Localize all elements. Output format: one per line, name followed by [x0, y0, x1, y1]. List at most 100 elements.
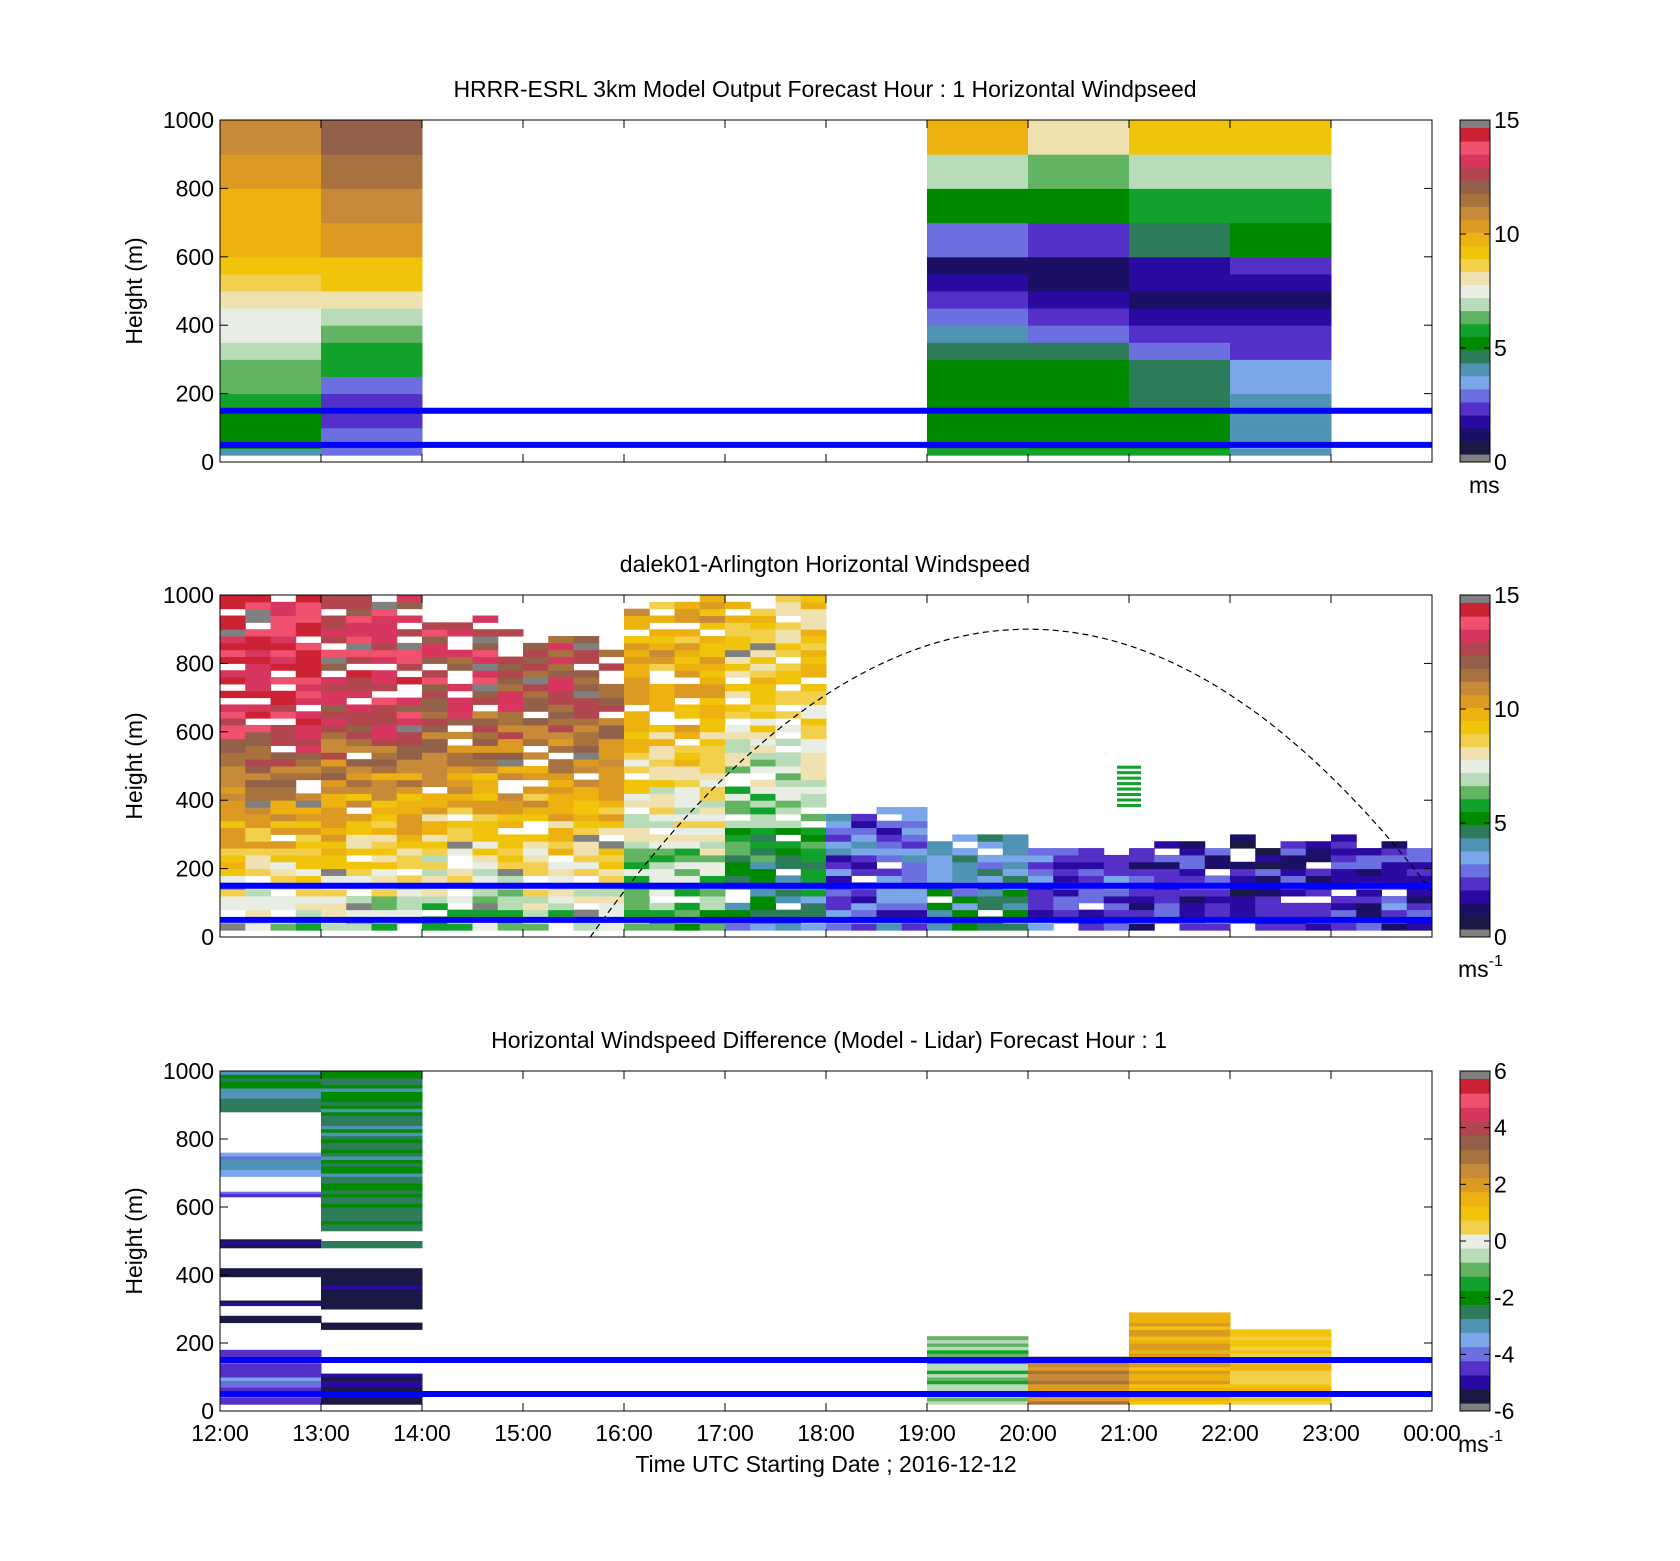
heatmap-cell [1331, 895, 1357, 904]
heatmap-cell [725, 690, 751, 699]
heatmap-cell [371, 923, 398, 931]
heatmap-cell [295, 601, 322, 610]
heatmap-cell [876, 875, 903, 883]
heatmap-cell [321, 1105, 423, 1109]
heatmap-cell [1129, 1387, 1231, 1392]
heatmap-cell [1053, 854, 1079, 863]
heatmap-cell [725, 875, 751, 883]
heatmap-cell [396, 779, 423, 788]
heatmap-cell [497, 923, 524, 931]
heatmap-cell [220, 1397, 322, 1402]
heatmap-cell [1129, 1373, 1231, 1378]
heatmap-cell [497, 841, 524, 849]
heatmap-cell [649, 813, 675, 822]
heatmap-cell [371, 745, 398, 753]
heatmap-cell [321, 1244, 423, 1249]
heatmap-cell [220, 704, 246, 712]
heatmap-cell [321, 889, 347, 897]
heatmap-cell [422, 848, 448, 856]
heatmap-cell [295, 690, 322, 699]
heatmap-cell [674, 800, 701, 808]
heatmap-cell [1255, 909, 1281, 917]
heatmap-cell [371, 793, 398, 801]
heatmap-cell [295, 718, 322, 726]
heatmap-cell [321, 308, 423, 326]
heatmap-cell [422, 766, 448, 774]
heatmap-cell [321, 1326, 423, 1330]
heatmap-cell [624, 834, 650, 842]
heatmap-cell [826, 902, 852, 911]
heatmap-cell [1028, 895, 1054, 904]
heatmap-cell [321, 615, 347, 623]
heatmap-cell [220, 1108, 322, 1113]
heatmap-cell [295, 670, 322, 678]
heatmap-cell [851, 902, 877, 911]
heatmap-cell [750, 807, 776, 815]
heatmap-cell [422, 759, 448, 767]
heatmap-cell [472, 902, 499, 911]
heatmap-cell [977, 923, 1004, 931]
heatmap-cell [800, 656, 827, 664]
heatmap-cell [422, 895, 448, 904]
heatmap-cell [1028, 1387, 1130, 1392]
heatmap-cell [371, 642, 398, 651]
heatmap-cell [699, 902, 726, 911]
heatmap-cell [1230, 154, 1332, 189]
heatmap-cell [674, 841, 701, 849]
heatmap-cell [371, 615, 398, 623]
heatmap-cell [220, 738, 246, 746]
colorbar-swatch [1460, 258, 1490, 273]
heatmap-cell [396, 848, 423, 856]
heatmap-cell [321, 1193, 423, 1198]
heatmap-cell [497, 813, 524, 822]
heatmap-cell [548, 649, 574, 658]
colorbar-tick-label: 5 [1494, 810, 1507, 836]
heatmap-cell [851, 827, 877, 835]
heatmap-cell [371, 786, 398, 794]
heatmap-cell [321, 820, 347, 829]
heatmap-cell [371, 731, 398, 740]
heatmap-cell [548, 683, 574, 692]
heatmap-cell [800, 779, 827, 788]
heatmap-cell [270, 827, 297, 835]
heatmap-cell [220, 1156, 322, 1160]
heatmap-cell [321, 1162, 423, 1167]
heatmap-cell [497, 820, 524, 829]
heatmap-cell [220, 622, 246, 630]
heatmap-cell [927, 875, 953, 883]
heatmap-cell [1002, 848, 1029, 856]
colorbar-swatch [1460, 1219, 1490, 1235]
heatmap-cell [901, 861, 928, 870]
y-tick-label: 1000 [163, 582, 214, 608]
heatmap-cell [497, 752, 524, 760]
panel-diff-ylabel: Height (m) [121, 1187, 147, 1294]
heatmap-cell [447, 772, 473, 781]
heatmap-cell [346, 895, 372, 904]
heatmap-cell [598, 861, 625, 870]
heatmap-cell [321, 1278, 423, 1283]
heatmap-cell [1204, 861, 1231, 870]
heatmap-cell [447, 807, 473, 815]
heatmap-cell [523, 889, 549, 897]
heatmap-cell [649, 779, 675, 788]
heatmap-cell [295, 711, 322, 719]
heatmap-cell [674, 766, 701, 774]
heatmap-cell [1129, 393, 1231, 412]
heatmap-cell [649, 820, 675, 829]
heatmap-cell [447, 779, 473, 788]
heatmap-cell [598, 766, 625, 774]
heatmap-cell [346, 779, 372, 788]
heatmap-cell [851, 848, 877, 856]
heatmap-cell [750, 683, 776, 692]
heatmap-cell [699, 697, 726, 705]
heatmap-cell [346, 793, 372, 801]
heatmap-cell [725, 704, 751, 712]
panel-model-heatmap [220, 120, 1332, 456]
heatmap-cell [1053, 861, 1079, 870]
heatmap-cell [573, 868, 600, 876]
heatmap-cell [1179, 861, 1206, 870]
heatmap-cell [624, 731, 650, 740]
heatmap-cell [649, 636, 675, 644]
heatmap-cell [270, 861, 297, 870]
